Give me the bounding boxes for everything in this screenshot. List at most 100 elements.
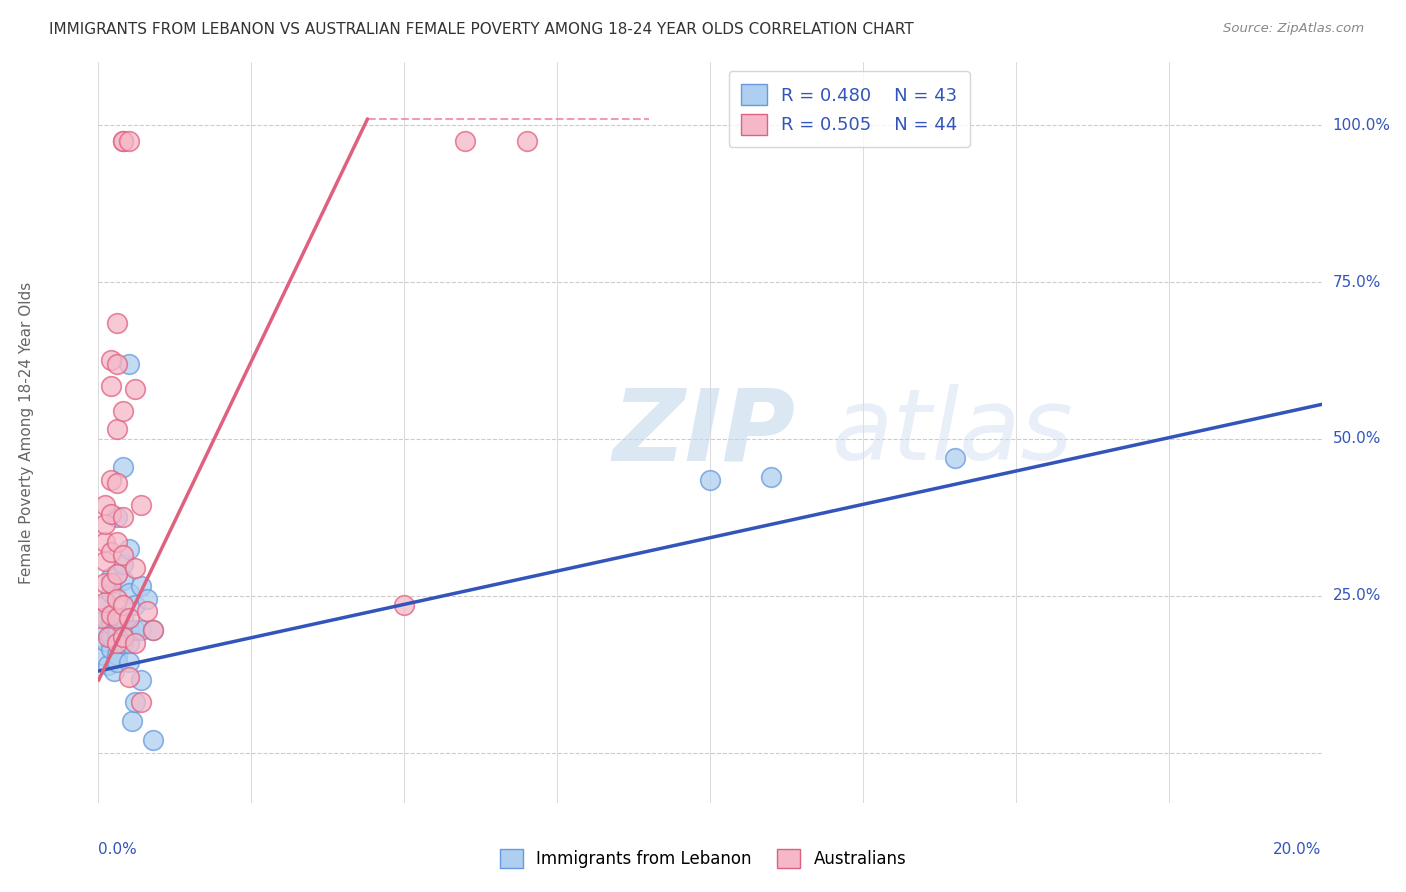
Point [111, 598, 134, 612]
Point [111, 573, 134, 587]
Point [111, 624, 134, 638]
Text: 0.0%: 0.0% [98, 842, 138, 856]
Point [111, 510, 134, 524]
Point [103, 664, 125, 678]
Point [93, 498, 115, 512]
Text: 75.0%: 75.0% [1333, 275, 1381, 290]
Point [100, 617, 122, 632]
Point [129, 695, 152, 709]
Point [93, 595, 115, 609]
Point [105, 566, 128, 581]
Point [93, 554, 115, 568]
Point [142, 624, 165, 638]
Point [129, 579, 152, 593]
Point [136, 604, 159, 618]
Text: 25.0%: 25.0% [1333, 588, 1381, 603]
Point [100, 607, 122, 622]
Point [93, 598, 115, 612]
Legend: R = 0.480    N = 43, R = 0.505    N = 44: R = 0.480 N = 43, R = 0.505 N = 44 [728, 71, 970, 147]
Point [100, 607, 122, 622]
Point [129, 624, 152, 638]
Point [118, 134, 141, 148]
Point [100, 545, 122, 559]
Text: atlas: atlas [832, 384, 1074, 481]
Point [105, 422, 128, 436]
Point [93, 576, 115, 591]
Point [118, 670, 141, 684]
Point [93, 634, 115, 648]
Point [105, 655, 128, 669]
Point [97, 657, 120, 672]
Point [142, 624, 165, 638]
Point [111, 558, 134, 572]
Text: 20.0%: 20.0% [1274, 842, 1322, 856]
Text: 50.0%: 50.0% [1333, 432, 1381, 446]
Point [105, 591, 128, 606]
Point [124, 636, 146, 650]
Legend: Immigrants from Lebanon, Australians: Immigrants from Lebanon, Australians [494, 842, 912, 875]
Point [118, 585, 141, 599]
Point [105, 475, 128, 490]
Point [111, 636, 134, 650]
Point [136, 591, 159, 606]
Point [699, 473, 721, 487]
Point [100, 585, 122, 599]
Point [118, 624, 141, 638]
Point [93, 516, 115, 531]
Point [105, 648, 128, 663]
Point [111, 630, 134, 644]
Point [105, 636, 128, 650]
Point [118, 636, 141, 650]
Point [111, 403, 134, 417]
Point [100, 570, 122, 584]
Point [454, 134, 477, 148]
Text: 100.0%: 100.0% [1333, 118, 1391, 133]
Text: Source: ZipAtlas.com: Source: ZipAtlas.com [1223, 22, 1364, 36]
Point [93, 535, 115, 549]
Point [105, 611, 128, 625]
Point [142, 733, 165, 747]
Point [118, 357, 141, 371]
Point [100, 378, 122, 392]
Point [111, 548, 134, 562]
Point [100, 473, 122, 487]
Text: IMMIGRANTS FROM LEBANON VS AUSTRALIAN FEMALE POVERTY AMONG 18-24 YEAR OLDS CORRE: IMMIGRANTS FROM LEBANON VS AUSTRALIAN FE… [49, 22, 914, 37]
Point [129, 498, 152, 512]
Point [93, 624, 115, 638]
Text: ZIP: ZIP [612, 384, 796, 481]
Point [105, 316, 128, 330]
Point [124, 598, 146, 612]
Point [121, 714, 143, 729]
Point [100, 353, 122, 368]
Point [91, 648, 114, 663]
Point [943, 450, 966, 465]
Point [111, 460, 134, 475]
Point [516, 134, 538, 148]
Point [90, 611, 112, 625]
Point [105, 510, 128, 524]
Point [392, 598, 416, 612]
Point [105, 535, 128, 549]
Point [93, 611, 115, 625]
Point [124, 382, 146, 396]
Point [124, 560, 146, 574]
Point [124, 695, 146, 709]
Point [118, 655, 141, 669]
Point [105, 357, 128, 371]
Text: Female Poverty Among 18-24 Year Olds: Female Poverty Among 18-24 Year Olds [18, 282, 34, 583]
Point [111, 134, 134, 148]
Point [100, 642, 122, 657]
Point [111, 134, 134, 148]
Point [97, 630, 120, 644]
Point [100, 630, 122, 644]
Point [111, 611, 134, 625]
Point [759, 469, 782, 483]
Point [100, 507, 122, 521]
Point [124, 624, 146, 638]
Point [118, 541, 141, 556]
Point [129, 673, 152, 688]
Point [100, 576, 122, 591]
Point [105, 626, 128, 640]
Point [118, 611, 141, 625]
Point [105, 566, 128, 581]
